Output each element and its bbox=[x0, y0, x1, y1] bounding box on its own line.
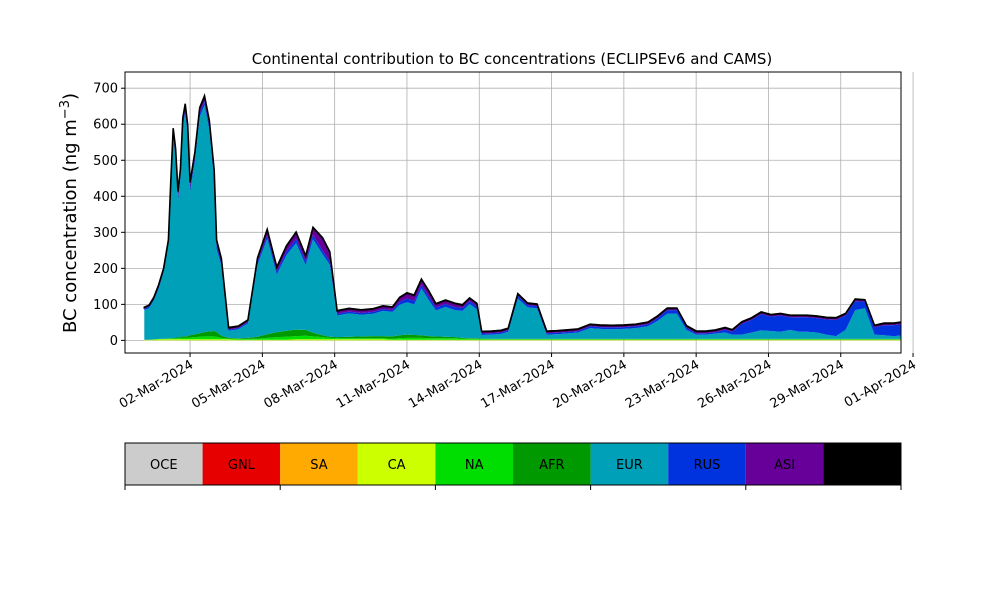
legend-colorbar: OCE GNL SA CA NA AFR EUR RUS ASI AUS bbox=[124, 442, 902, 490]
legend-label-afr: AFR bbox=[539, 458, 564, 473]
y-tick-label: 500 bbox=[93, 154, 118, 169]
legend-swatch-asi bbox=[745, 443, 824, 485]
x-axis: 02-Mar-202405-Mar-202408-Mar-202411-Mar-… bbox=[117, 353, 919, 412]
legend-label-na: NA bbox=[465, 458, 484, 473]
legend-frame bbox=[124, 442, 902, 486]
x-tick-label: 14-Mar-2024 bbox=[406, 357, 485, 411]
y-tick-label: 700 bbox=[93, 82, 118, 97]
legend-label-ca: CA bbox=[388, 458, 406, 473]
stacked-area-series bbox=[143, 93, 901, 341]
area-series-aus bbox=[143, 93, 901, 333]
legend-swatch-oce bbox=[125, 443, 203, 485]
area-series-na bbox=[144, 335, 901, 340]
y-tick-label: 100 bbox=[93, 298, 118, 313]
legend-swatch-na bbox=[435, 443, 513, 485]
legend-swatch-gnl bbox=[202, 443, 281, 485]
legend-swatch-aus bbox=[823, 443, 901, 485]
legend-label-sa: SA bbox=[310, 458, 327, 473]
legend-swatch-afr bbox=[513, 443, 591, 485]
x-tick-label: 23-Mar-2024 bbox=[623, 357, 702, 411]
chart-title: Continental contribution to BC concentra… bbox=[252, 50, 773, 68]
legend-label-gnl: GNL bbox=[228, 458, 256, 473]
area-series-afr bbox=[144, 329, 901, 340]
legend-swatch-rus bbox=[668, 443, 746, 485]
legend-label-aus: AUS bbox=[849, 458, 876, 473]
plot-frame bbox=[124, 71, 902, 354]
y-tick-label: 300 bbox=[93, 226, 118, 241]
legend-swatch-sa bbox=[280, 443, 358, 485]
y-tick-label: 200 bbox=[93, 262, 118, 277]
x-tick-label: 26-Mar-2024 bbox=[695, 357, 774, 411]
y-axis: 0 100 200 300 400 500 600 700 bbox=[93, 82, 125, 349]
legend-label-eur: EUR bbox=[616, 458, 643, 473]
x-tick-label: 02-Mar-2024 bbox=[117, 357, 196, 411]
legend-label-asi: ASI bbox=[774, 458, 795, 473]
legend-swatch-eur bbox=[590, 443, 669, 485]
x-tick-label: 08-Mar-2024 bbox=[262, 357, 341, 411]
x-tick-label: 05-Mar-2024 bbox=[189, 357, 268, 411]
x-tick-label: 29-Mar-2024 bbox=[768, 357, 847, 411]
y-tick-label: 600 bbox=[93, 118, 118, 133]
area-series-ca bbox=[144, 339, 901, 341]
y-axis-label: BC concentration (ng m−3) bbox=[58, 93, 81, 333]
y-tick-label: 400 bbox=[93, 190, 118, 205]
area-series-eur bbox=[144, 105, 901, 340]
legend-label-oce: OCE bbox=[150, 458, 178, 473]
y-tick-label: 0 bbox=[110, 334, 118, 349]
x-tick-label: 11-Mar-2024 bbox=[334, 357, 413, 411]
x-tick-label: 20-Mar-2024 bbox=[551, 357, 630, 411]
legend-swatch-ca bbox=[357, 443, 436, 485]
x-tick-label: 01-Apr-2024 bbox=[842, 357, 919, 410]
grid bbox=[125, 72, 914, 353]
x-tick-label: 17-Mar-2024 bbox=[478, 357, 557, 411]
legend-label-rus: RUS bbox=[694, 458, 721, 473]
